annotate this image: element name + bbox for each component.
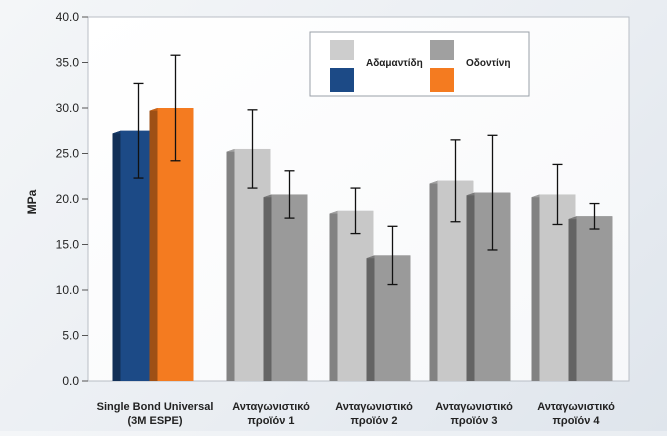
bar-side-series1 bbox=[263, 194, 272, 381]
x-tick-label-line: Ανταγωνιστικό bbox=[435, 401, 513, 413]
bar-side-series1 bbox=[366, 255, 375, 381]
y-axis-title: MPa bbox=[25, 189, 39, 214]
y-tick-label: 40.0 bbox=[56, 10, 80, 24]
x-tick-label: Ανταγωνιστικό προϊόν 1 bbox=[232, 401, 310, 427]
bar-side-series1 bbox=[568, 216, 577, 381]
legend-label-series1: Οδοντίνη bbox=[466, 58, 510, 69]
bar-side-series0 bbox=[112, 130, 121, 381]
y-tick-label: 5.0 bbox=[62, 329, 79, 343]
x-tick-label-line: προϊόν 3 bbox=[450, 415, 497, 427]
x-tick-label-line: (3M ESPE) bbox=[127, 415, 182, 427]
bar-side-series0 bbox=[531, 194, 540, 381]
bar-series1 bbox=[576, 216, 613, 381]
x-tick-label-line: Ανταγωνιστικό bbox=[335, 401, 413, 413]
y-tick-label: 20.0 bbox=[56, 192, 80, 206]
x-tick-label-line: προϊόν 2 bbox=[350, 415, 397, 427]
x-tick-label-line: προϊόν 1 bbox=[247, 415, 294, 427]
x-tick-label-line: Ανταγωνιστικό bbox=[232, 401, 310, 413]
x-tick-label: Single Bond Universal (3M ESPE) bbox=[97, 401, 214, 427]
bar-series1 bbox=[271, 194, 308, 381]
y-tick-label: 10.0 bbox=[56, 283, 80, 297]
bar-side-series0 bbox=[329, 210, 338, 381]
x-tick-label-line: Single Bond Universal bbox=[97, 401, 214, 413]
x-tick-label: Ανταγωνιστικό προϊόν 4 bbox=[537, 401, 615, 427]
bar-side-series1 bbox=[149, 108, 158, 381]
x-tick-label-line: προϊόν 4 bbox=[552, 415, 600, 427]
legend-swatch-series0 bbox=[330, 68, 354, 92]
y-tick-label: 35.0 bbox=[56, 56, 80, 70]
legend: Αδαμαντίδη Οδοντίνη bbox=[309, 31, 530, 97]
x-tick-label: Ανταγωνιστικό προϊόν 3 bbox=[435, 401, 513, 427]
bar-side-series0 bbox=[429, 180, 438, 381]
y-tick-label: 15.0 bbox=[56, 238, 80, 252]
bar-side-series1 bbox=[466, 192, 475, 381]
legend-swatch-series0-gray bbox=[330, 40, 354, 60]
legend-swatch-series1 bbox=[430, 68, 454, 92]
y-tick-label: 30.0 bbox=[56, 101, 80, 115]
x-tick-label-line: Ανταγωνιστικό bbox=[537, 401, 615, 413]
bar-side-series0 bbox=[226, 148, 235, 381]
x-tick-label: Ανταγωνιστικό προϊόν 2 bbox=[335, 401, 413, 427]
y-tick-label: 0.0 bbox=[62, 374, 79, 388]
legend-label-series0: Αδαμαντίδη bbox=[366, 58, 423, 69]
y-tick-label: 25.0 bbox=[56, 147, 80, 161]
legend-swatch-series1-gray bbox=[430, 40, 454, 60]
